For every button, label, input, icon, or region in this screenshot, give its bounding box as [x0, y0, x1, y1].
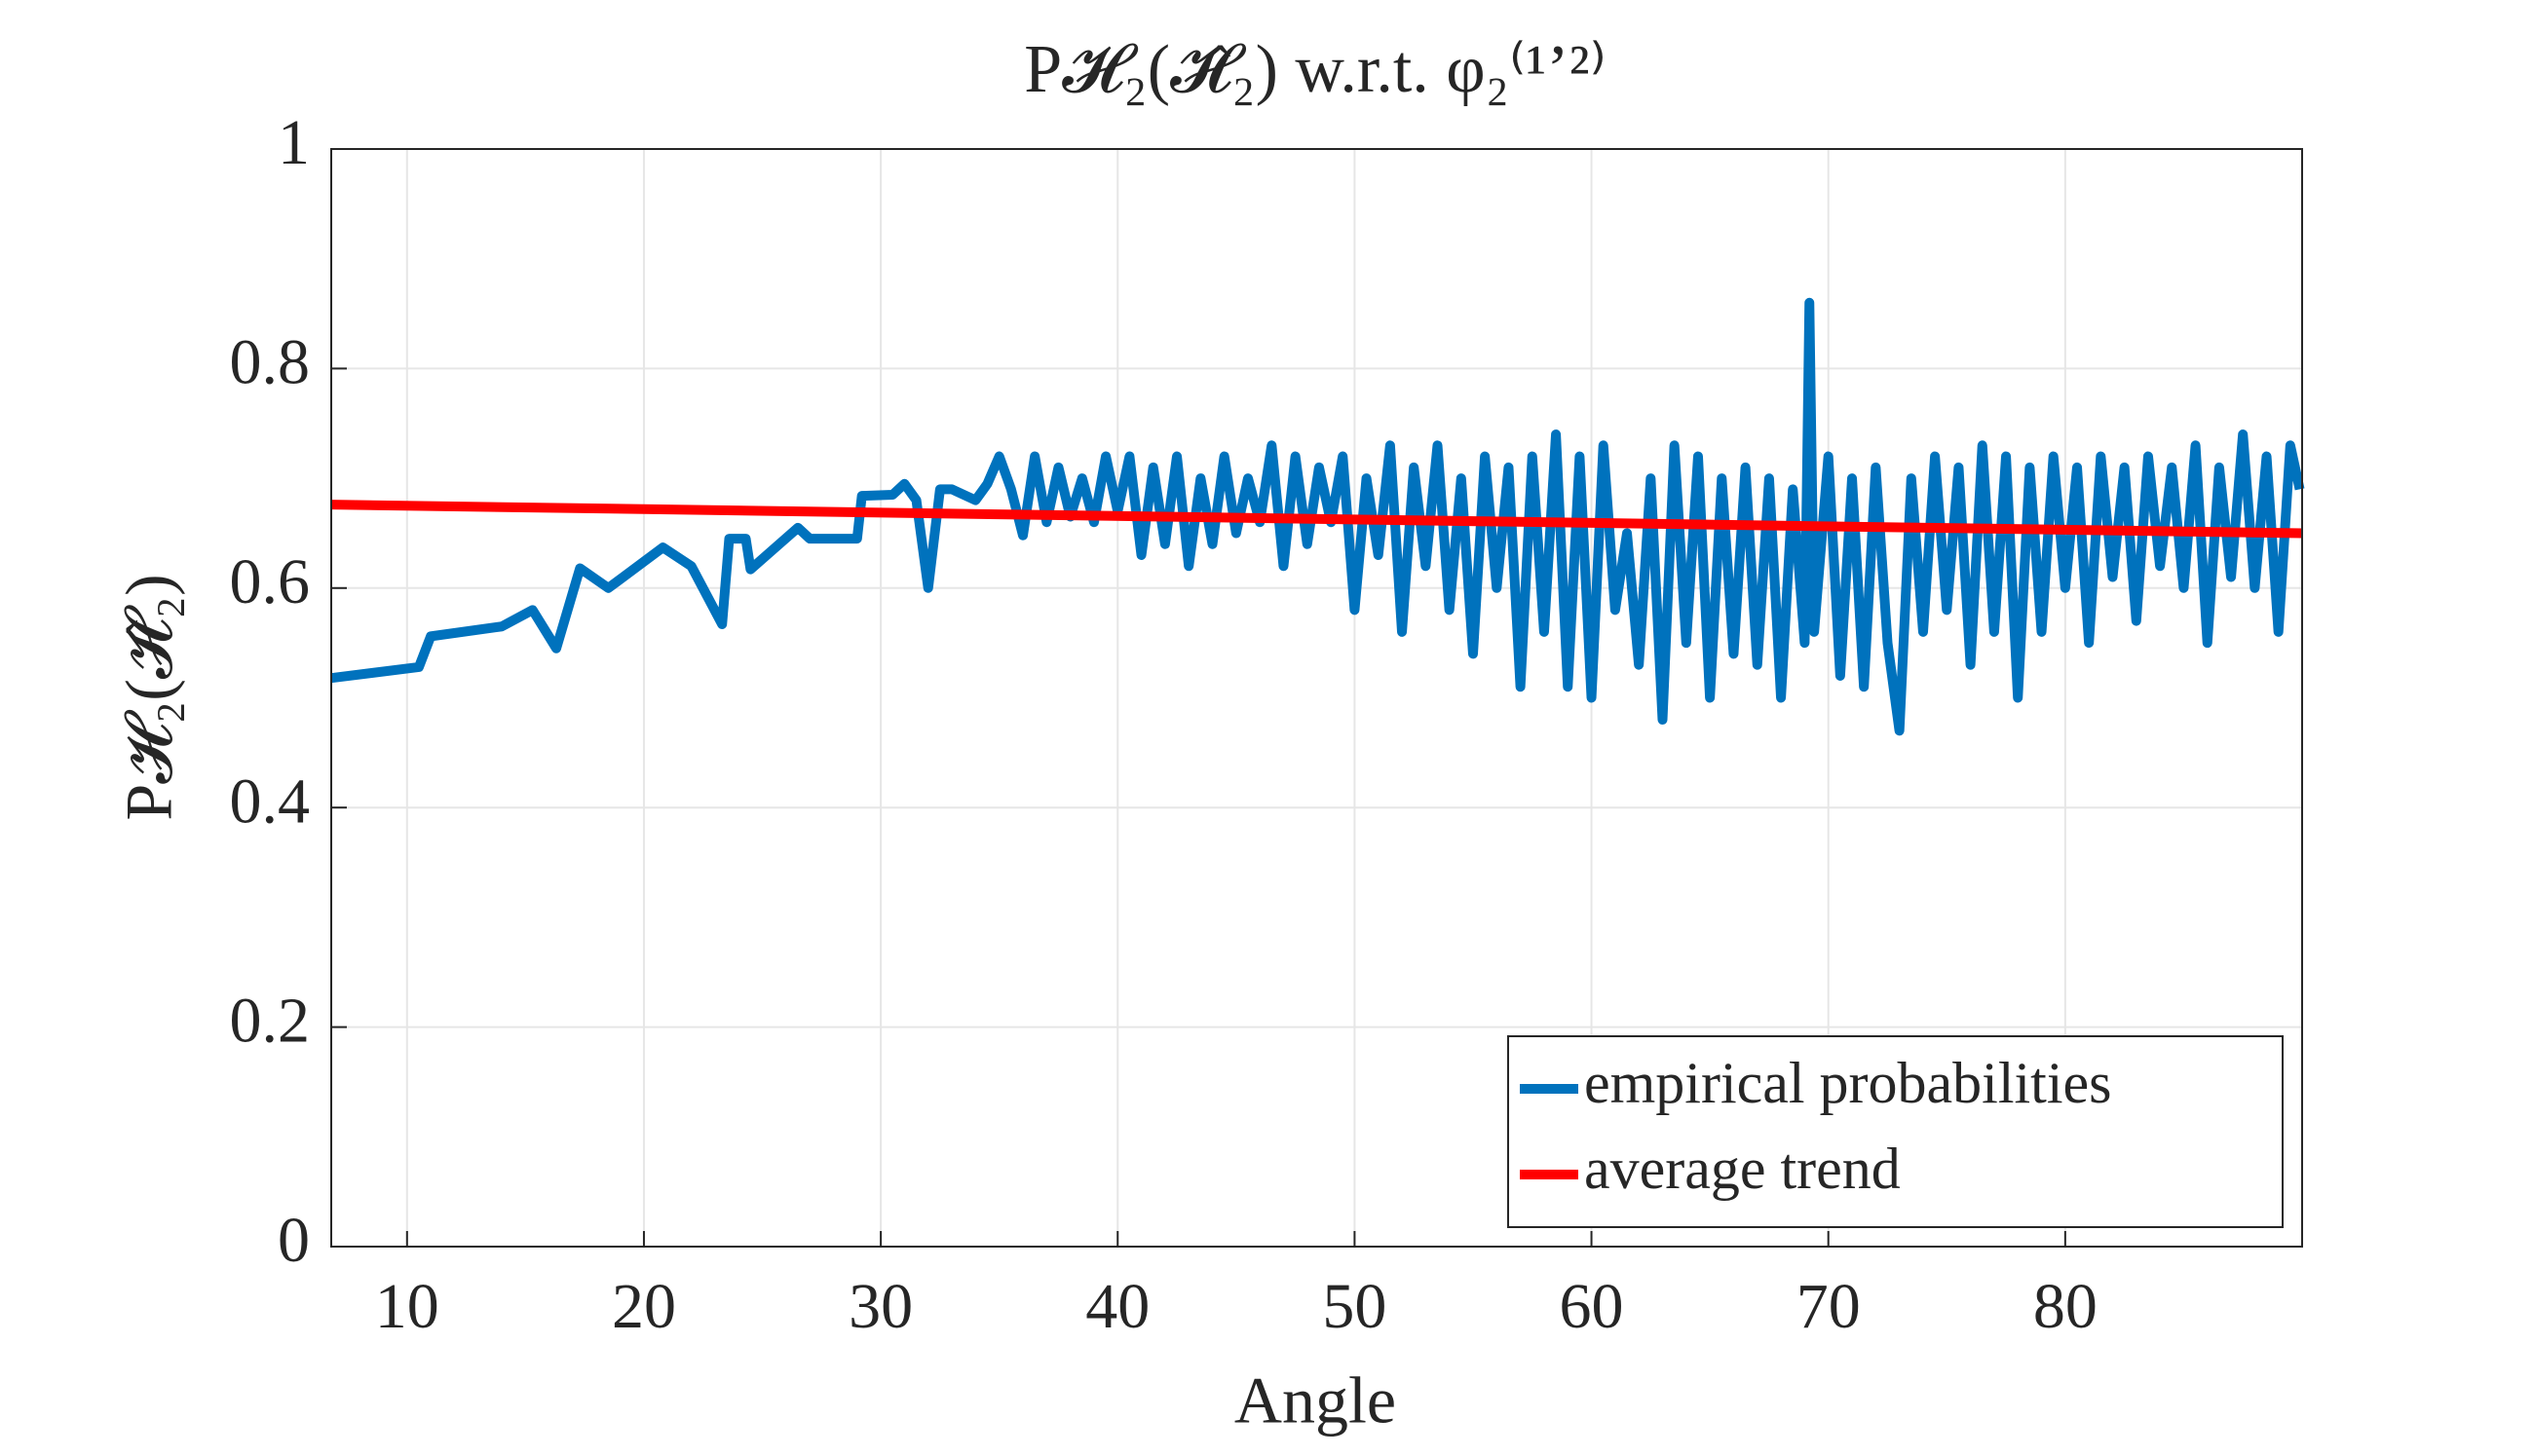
legend-label: empirical probabilities	[1584, 1051, 2112, 1115]
y-tick-label: 0.8	[230, 327, 311, 398]
x-tick-label: 60	[1560, 1271, 1624, 1342]
x-axis-label: Angle	[1234, 1363, 1396, 1437]
legend-box	[1507, 1035, 2284, 1228]
legend: empirical probabilities average trend	[1507, 1035, 2284, 1228]
x-tick-label: 70	[1796, 1271, 1861, 1342]
x-tick-label: 10	[375, 1271, 439, 1342]
data-line	[330, 500, 2303, 539]
legend-label: average trend	[1584, 1137, 1901, 1201]
axes-frame	[330, 148, 2303, 1248]
x-tick-label: 80	[2033, 1271, 2098, 1342]
x-tick-label: 30	[849, 1271, 913, 1342]
chart-title: P𝓗₂(𝓗̂₂) w.r.t. φ₂⁽¹ʼ²⁾	[1024, 32, 1607, 107]
y-tick-label: 0	[278, 1205, 310, 1276]
x-tick-label: 50	[1322, 1271, 1386, 1342]
y-tick-label: 0.2	[230, 986, 311, 1057]
data-line	[330, 297, 2305, 736]
y-tick-label: 0.4	[230, 765, 311, 837]
x-tick-label: 20	[612, 1271, 676, 1342]
x-tick-label: 40	[1085, 1271, 1150, 1342]
y-tick-label: 1	[278, 107, 310, 178]
y-tick-label: 0.6	[230, 546, 311, 617]
y-axis-label: P𝓗₂(𝓗̂₂)	[112, 574, 186, 820]
